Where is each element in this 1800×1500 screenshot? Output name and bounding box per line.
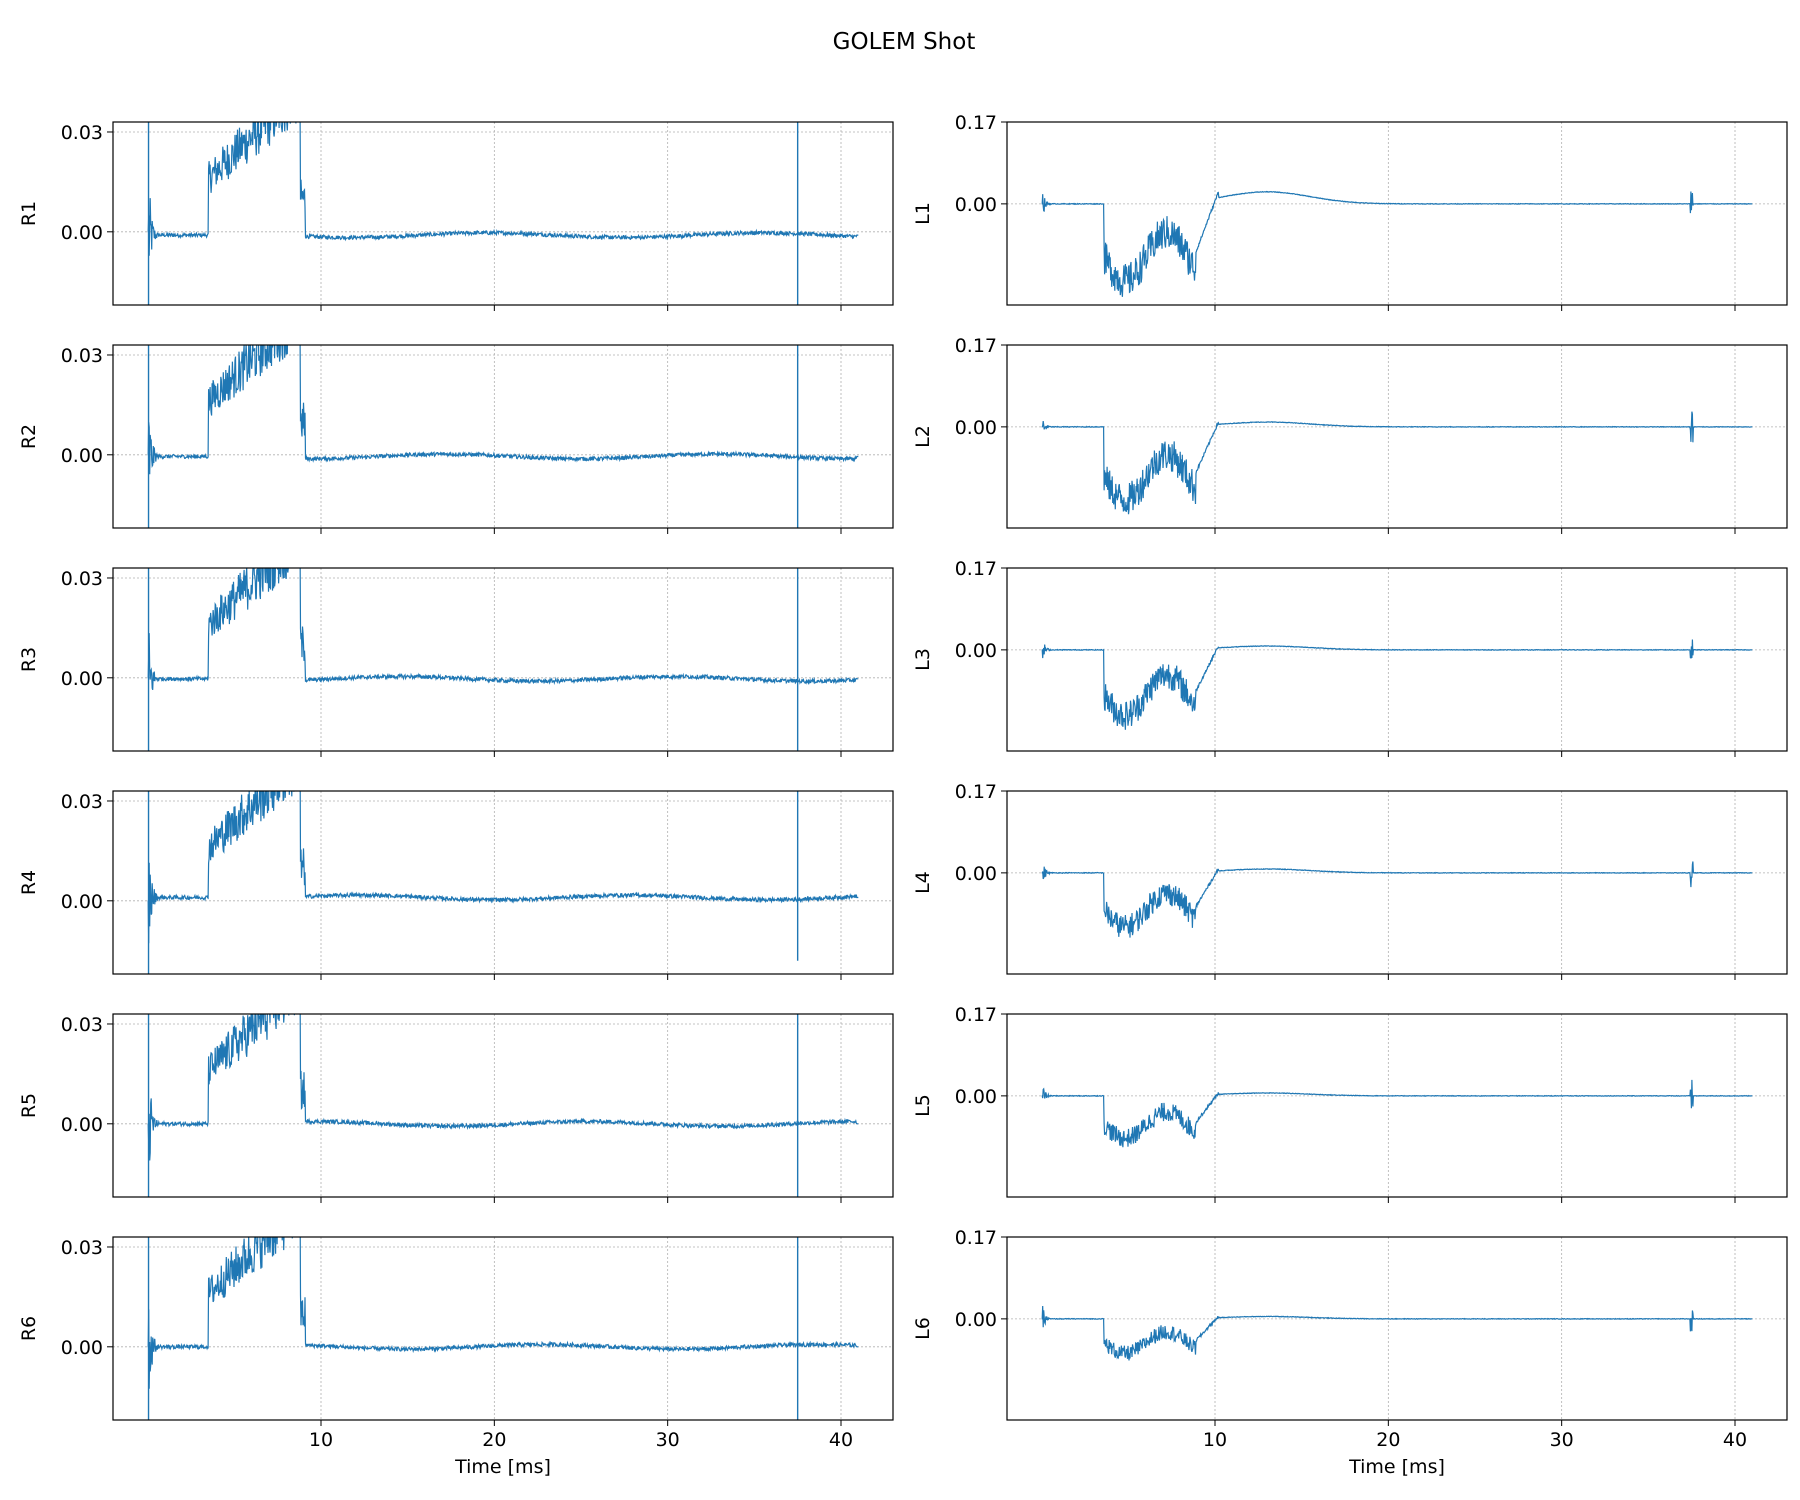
series-line [147, 122, 859, 256]
y-tick-label: 0.17 [955, 781, 997, 803]
y-tick-label: 0.00 [955, 863, 997, 885]
series-line [147, 791, 859, 944]
y-tick-label: 0.00 [955, 194, 997, 216]
axes-frame [1006, 1013, 1788, 1198]
x-tick-label: 40 [829, 1429, 853, 1451]
y-tick-label: 0.03 [61, 568, 103, 590]
axes-frame [112, 567, 894, 752]
axes-frame [112, 1013, 894, 1198]
y-tick-label: 0.17 [955, 1227, 997, 1249]
y-axis-label: R6 [18, 1316, 40, 1341]
series-line [1041, 1305, 1753, 1361]
panel-l1: 0.17 0.00 L1 [912, 112, 1788, 311]
x-tick-label: 10 [1203, 1429, 1227, 1451]
axes-frame [1006, 1236, 1788, 1421]
y-tick-label: 0.03 [61, 1237, 103, 1259]
y-tick-label: 0.00 [61, 1114, 103, 1136]
y-tick-label: 0.17 [955, 112, 997, 134]
y-tick-label: 0.17 [955, 335, 997, 357]
series-line [147, 1014, 859, 1161]
panel-l5: 0.17 0.00 L5 [912, 1004, 1788, 1203]
y-tick-label: 0.03 [61, 122, 103, 144]
y-axis-label: R3 [18, 647, 40, 672]
panel-r5: 0.03 0.00 R5 [18, 1013, 894, 1203]
panel-l4: 0.17 0.00 L4 [912, 781, 1788, 980]
x-axis-label: Time [ms] [454, 1456, 551, 1478]
axes-frame [112, 344, 894, 529]
figure-title: GOLEM Shot [833, 29, 976, 55]
axes-frame [112, 1236, 894, 1421]
panel-l3: 0.17 0.00 L3 [912, 558, 1788, 757]
x-tick-label: 20 [482, 1429, 506, 1451]
series-line [1041, 1079, 1753, 1148]
y-axis-label: L5 [912, 1094, 934, 1117]
y-tick-label: 0.03 [61, 1014, 103, 1036]
panel-l2: 0.17 0.00 L2 [912, 335, 1788, 534]
y-tick-label: 0.03 [61, 791, 103, 813]
y-tick-label: 0.00 [955, 1086, 997, 1108]
series-line [147, 1237, 859, 1389]
axes-frame [1006, 344, 1788, 529]
series-line [1041, 639, 1753, 730]
y-tick-label: 0.00 [61, 891, 103, 913]
panel-l6: 0.17 0.00 10 20 30 40 L6 Time [ms] [912, 1227, 1788, 1478]
series-line [147, 345, 859, 475]
panel-r4: 0.03 0.00 R4 [18, 790, 894, 980]
y-axis-label: R2 [18, 424, 40, 449]
panel-r1: 0.03 0.00 R1 [18, 121, 894, 311]
axes-frame [1006, 121, 1788, 306]
y-axis-label: R4 [18, 870, 40, 895]
axes-frame [1006, 790, 1788, 975]
axes-frame [112, 790, 894, 975]
y-axis-label: R1 [18, 201, 40, 226]
y-tick-label: 0.17 [955, 558, 997, 580]
y-tick-label: 0.00 [61, 222, 103, 244]
panels: 0.03 0.00 R1 0.03 0.00 R2 0.03 0.00 R3 0.03 0.00 R4… [18, 112, 1788, 1478]
y-axis-label: R5 [18, 1093, 40, 1118]
x-tick-label: 10 [309, 1429, 333, 1451]
panel-r3: 0.03 0.00 R3 [18, 567, 894, 757]
y-tick-label: 0.00 [61, 668, 103, 690]
y-axis-label: L6 [912, 1317, 934, 1340]
axes-frame [112, 121, 894, 306]
series-line [1041, 411, 1753, 515]
axes-frame [1006, 567, 1788, 752]
y-tick-label: 0.00 [955, 640, 997, 662]
y-axis-label: L1 [912, 202, 934, 225]
series-line [147, 568, 859, 690]
x-tick-label: 30 [656, 1429, 680, 1451]
y-tick-label: 0.00 [61, 445, 103, 467]
y-tick-label: 0.17 [955, 1004, 997, 1026]
y-tick-label: 0.00 [61, 1337, 103, 1359]
y-tick-label: 0.00 [955, 1309, 997, 1331]
series-line [1041, 861, 1753, 938]
series-line [1041, 190, 1753, 297]
panel-r6: 0.03 0.00 10 20 30 40 R6 Time [ms] [18, 1236, 894, 1478]
x-tick-label: 30 [1550, 1429, 1574, 1451]
x-tick-label: 20 [1376, 1429, 1400, 1451]
x-axis-label: Time [ms] [1348, 1456, 1445, 1478]
y-tick-label: 0.03 [61, 345, 103, 367]
y-axis-label: L3 [912, 648, 934, 671]
y-axis-label: L2 [912, 425, 934, 448]
y-tick-label: 0.00 [955, 417, 997, 439]
y-axis-label: L4 [912, 871, 934, 894]
panel-r2: 0.03 0.00 R2 [18, 344, 894, 534]
x-tick-label: 40 [1723, 1429, 1747, 1451]
